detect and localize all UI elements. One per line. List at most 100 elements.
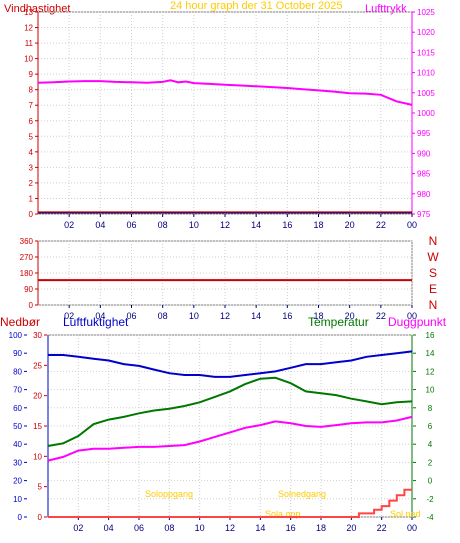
- y-tick-label: 1025: [417, 8, 435, 17]
- x-tick-label: 02: [64, 220, 74, 230]
- x-tick-label: 20: [345, 311, 355, 321]
- graph-title: 24 hour graph der 31 October 2025: [170, 0, 342, 12]
- y-tick-label: 14: [426, 349, 435, 358]
- humidity-temperature-time-axis: 02 04 06 08 10 12 14 16 18 20 22 00: [73, 517, 417, 533]
- x-tick-label: 16: [282, 220, 292, 230]
- y-tick-label: 995: [417, 129, 431, 138]
- compass-label: N: [429, 234, 438, 248]
- y-tick-label: 990: [417, 149, 431, 158]
- y-tick-label: 2: [29, 179, 34, 188]
- y-tick-label: 0: [29, 301, 34, 310]
- compass-label: W: [427, 250, 439, 264]
- wind-direction-axis: 0 90 180 270 360: [20, 237, 39, 310]
- wind-speed-label: Vindhastighet: [4, 3, 70, 15]
- humidity-label: Luftfuktighet: [63, 315, 129, 329]
- x-tick-label: 10: [195, 523, 205, 533]
- y-tick-label: 4: [29, 148, 34, 157]
- compass-label: S: [429, 266, 437, 280]
- y-tick-label: 16: [426, 331, 435, 340]
- x-tick-label: 04: [95, 311, 105, 321]
- y-tick-label: 100: [9, 331, 23, 340]
- x-tick-label: 00: [407, 311, 417, 321]
- y-tick-label: 980: [417, 190, 431, 199]
- x-tick-label: 14: [251, 311, 261, 321]
- x-tick-label: 14: [255, 523, 265, 533]
- y-tick-label: 30: [13, 458, 22, 467]
- temperature-axis: -4 -2 0 2 4 6 8 10 12 14 16: [411, 331, 435, 522]
- y-tick-label: 0: [38, 513, 43, 522]
- y-tick-label: 6: [428, 422, 433, 431]
- temperature-label: Temperatur: [308, 315, 369, 329]
- y-tick-label: 8: [428, 404, 433, 413]
- x-tick-label: 18: [313, 311, 323, 321]
- y-tick-label: 10: [24, 55, 33, 64]
- x-tick-label: 06: [126, 311, 136, 321]
- x-tick-label: 16: [282, 311, 292, 321]
- y-tick-label: 90: [24, 285, 33, 294]
- x-tick-label: 22: [377, 523, 387, 533]
- pressure-label: Lufttrykk: [365, 3, 407, 15]
- x-tick-label: 06: [134, 523, 144, 533]
- x-tick-label: 10: [189, 311, 199, 321]
- y-tick-label: 50: [13, 422, 22, 431]
- dewpoint-label: Duggpunkt: [388, 315, 447, 329]
- compass-label: N: [429, 298, 438, 312]
- y-tick-label: 5: [29, 132, 34, 141]
- y-tick-label: 10: [426, 386, 435, 395]
- y-tick-label: 80: [13, 367, 22, 376]
- rain-label: Nedbør: [0, 315, 40, 329]
- y-tick-label: 15: [33, 422, 42, 431]
- x-tick-label: 12: [225, 523, 235, 533]
- y-tick-label: 1: [29, 194, 34, 203]
- x-tick-label: 00: [407, 220, 417, 230]
- rain-axis: 0 5 10 15 20 25 30: [33, 331, 47, 522]
- y-tick-label: 12: [426, 367, 435, 376]
- compass-label: E: [429, 282, 437, 296]
- x-tick-label: 12: [220, 220, 230, 230]
- rain-line: [48, 488, 412, 518]
- y-tick-label: 3: [29, 163, 34, 172]
- wind-pressure-series: [37, 79, 413, 214]
- x-tick-label: 20: [346, 523, 356, 533]
- x-tick-label: 08: [158, 311, 168, 321]
- x-tick-label: 12: [220, 311, 230, 321]
- y-tick-label: 360: [20, 237, 34, 246]
- y-tick-label: 5: [38, 483, 43, 492]
- y-tick-label: 0: [428, 477, 433, 486]
- y-tick-label: 270: [20, 253, 34, 262]
- y-tick-label: 40: [13, 440, 22, 449]
- x-tick-label: 20: [345, 220, 355, 230]
- x-tick-label: 08: [158, 220, 168, 230]
- humidity-line: [48, 350, 413, 378]
- y-tick-label: -4: [426, 513, 434, 522]
- dewpoint-line: [47, 415, 413, 462]
- y-tick-label: 30: [33, 331, 42, 340]
- pressure-axis: 975 980 985 990 995 1000 1005 1010 1015 1020 1025: [411, 8, 435, 219]
- y-tick-label: 6: [29, 117, 34, 126]
- sun-up-label: Sola opp: [265, 509, 301, 519]
- y-tick-label: 1000: [417, 109, 435, 118]
- y-tick-label: 20: [33, 392, 42, 401]
- sun-times: Soloppgang Solnedgang Sola opp Sol ned: [145, 489, 421, 519]
- temperature-line: [47, 376, 413, 447]
- x-tick-label: 06: [126, 220, 136, 230]
- pressure-line: [37, 79, 413, 106]
- y-tick-label: 11: [25, 39, 34, 48]
- y-tick-label: 7: [29, 101, 34, 110]
- x-tick-label: 02: [64, 311, 74, 321]
- y-tick-label: 975: [417, 210, 431, 219]
- y-tick-label: -2: [426, 495, 434, 504]
- y-tick-label: 10: [13, 495, 22, 504]
- y-tick-label: 20: [13, 477, 22, 486]
- y-tick-label: 1005: [417, 89, 435, 98]
- humidity-temperature-panel: Nedbør Luftfuktighet Temperatur Duggpunk…: [0, 315, 447, 533]
- wind-pressure-panel: Vindhastighet 24 hour graph der 31 Octob…: [4, 0, 435, 230]
- y-tick-label: 12: [24, 24, 33, 33]
- y-tick-label: 0: [29, 210, 34, 219]
- x-tick-label: 04: [95, 220, 105, 230]
